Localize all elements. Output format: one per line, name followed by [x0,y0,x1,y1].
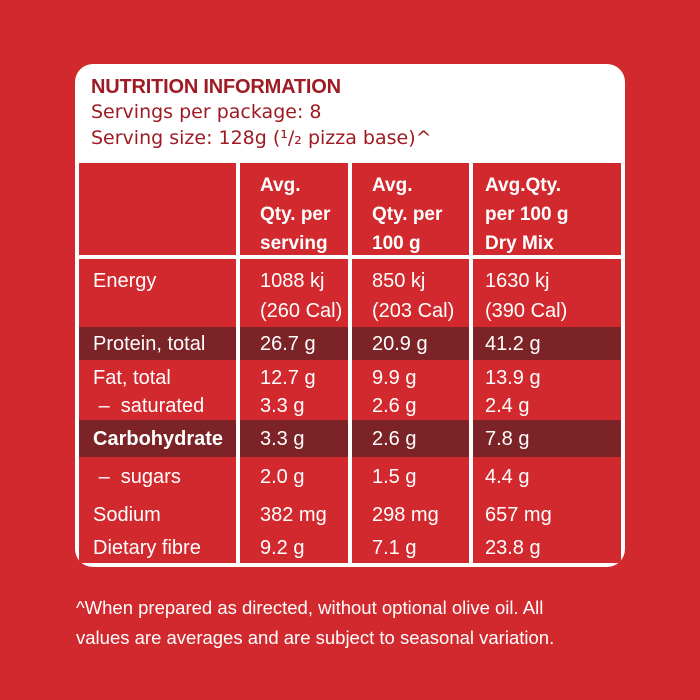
table-row-sugars: – sugars 2.0 g 1.5 g 4.4 g [79,457,621,497]
value-per-100g-dry: 41.2 g [473,327,621,360]
table-row-protein: Protein, total 26.7 g 20.9 g 41.2 g [79,327,621,360]
value-per-100g: 850 kj (203 Cal) [352,259,469,327]
row-label: Carbohydrate [79,420,236,457]
header-cell-blank [79,163,236,255]
header-cell-per-100g-dry-mix: Avg.Qty. per 100 g Dry Mix [473,163,621,255]
table-header-row: Avg. Qty. per serving Avg. Qty. per 100 … [79,163,621,255]
servings-per-package-line: Servings per package: 8 [91,101,322,123]
row-label: Sodium [79,497,236,533]
table-row-fat: Fat, total – saturated 12.7 g 3.3 g 9.9 … [79,360,621,420]
value-per-serving: 1088 kj (260 Cal) [240,259,348,327]
row-label: Fat, total – saturated [79,360,236,420]
value-per-100g: 20.9 g [352,327,469,360]
value-per-100g: 298 mg [352,497,469,533]
value-per-100g: 9.9 g 2.6 g [352,360,469,420]
row-label: – sugars [79,457,236,497]
serving-size-line: Serving size: 128g (¹/₂ pizza base)^ [91,127,432,149]
table-row-dietary-fibre: Dietary fibre 9.2 g 7.1 g 23.8 g [79,533,621,563]
nutrition-panel-card: NUTRITION INFORMATION Servings per packa… [75,64,625,567]
value-per-serving: 12.7 g 3.3 g [240,360,348,420]
table-row-energy: Energy 1088 kj (260 Cal) 850 kj (203 Cal… [79,259,621,327]
header-cell-per-100g: Avg. Qty. per 100 g [352,163,469,255]
value-per-100g-dry: 1630 kj (390 Cal) [473,259,621,327]
value-per-serving: 26.7 g [240,327,348,360]
value-per-100g-dry: 4.4 g [473,457,621,497]
value-per-100g: 2.6 g [352,420,469,457]
value-per-100g-dry: 657 mg [473,497,621,533]
value-per-100g: 7.1 g [352,533,469,563]
value-per-100g: 1.5 g [352,457,469,497]
preparation-footnote: ^When prepared as directed, without opti… [76,597,555,648]
row-label: Dietary fibre [79,533,236,563]
row-label: Energy [79,259,236,327]
row-label: Protein, total [79,327,236,360]
nutrition-table: Avg. Qty. per serving Avg. Qty. per 100 … [79,163,621,563]
table-row-sodium: Sodium 382 mg 298 mg 657 mg [79,497,621,533]
header-cell-per-serving: Avg. Qty. per serving [240,163,348,255]
value-per-serving: 382 mg [240,497,348,533]
panel-header: NUTRITION INFORMATION Servings per packa… [79,64,621,163]
table-row-carbohydrate: Carbohydrate 3.3 g 2.6 g 7.8 g [79,420,621,457]
panel-title: NUTRITION INFORMATION [91,76,341,98]
value-per-100g-dry: 13.9 g 2.4 g [473,360,621,420]
value-per-serving: 3.3 g [240,420,348,457]
value-per-100g-dry: 23.8 g [473,533,621,563]
value-per-100g-dry: 7.8 g [473,420,621,457]
value-per-serving: 9.2 g [240,533,348,563]
value-per-serving: 2.0 g [240,457,348,497]
